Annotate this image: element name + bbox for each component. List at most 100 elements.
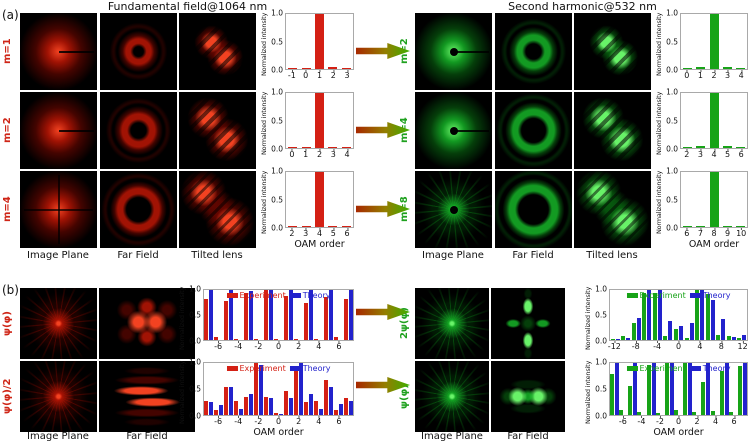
- bar-intensity: [315, 93, 324, 148]
- row-label-a-left-2: m=4: [2, 196, 13, 223]
- legend-label: Experiment: [239, 364, 286, 373]
- y-tick: 0.0: [271, 65, 283, 75]
- bar-theory: [269, 290, 274, 340]
- bar-experiment: [701, 382, 706, 415]
- chart-legend: Experiment Theory: [626, 364, 731, 373]
- bar-chart-b-right-9: Normalized intensity 1.0 0.5 0.0 Experiment T…: [584, 358, 748, 439]
- x-tick: 4: [738, 70, 744, 80]
- bar-theory: [742, 363, 747, 415]
- y-tick: 0.0: [666, 144, 678, 154]
- x-tick: 3: [330, 149, 336, 159]
- bar-experiment: [695, 290, 700, 340]
- legend-swatch: [626, 293, 638, 298]
- bar-experiment: [254, 363, 259, 415]
- x-tick: 5: [725, 149, 731, 159]
- beam-image-b-right-r1-c1: [491, 361, 565, 432]
- title-fundamental-field: Fundamental field@1064 nm: [107, 0, 268, 13]
- bar-theory: [308, 290, 313, 340]
- bar-experiment: [610, 374, 615, 415]
- bar-theory: [710, 300, 715, 340]
- x-tick: 2: [289, 228, 295, 238]
- x-axis-ticks: -12 -8 -4 0 4 8 12: [608, 341, 748, 352]
- bar-intensity: [288, 68, 298, 69]
- y-tick: 0.5: [595, 384, 607, 394]
- legend-item: Theory: [689, 364, 731, 373]
- y-axis-ticks: 1.0 0.5 0.0: [188, 358, 203, 421]
- bar-intensity: [735, 68, 745, 69]
- chart-legend: Experiment Theory: [226, 291, 331, 300]
- bar-experiment: [646, 364, 651, 415]
- x-tick: 0: [684, 70, 690, 80]
- bar-intensity: [328, 225, 338, 227]
- x-tick: 8: [711, 228, 717, 238]
- plot-area: Experiment Theory: [203, 289, 354, 341]
- bar-intensity: [328, 67, 338, 69]
- legend-swatch: [689, 366, 701, 371]
- beam-image-a-left-r0-c0: [20, 13, 97, 90]
- x-tick: 4: [316, 341, 322, 351]
- y-tick: 1.0: [595, 357, 607, 367]
- x-tick: 2: [316, 149, 323, 159]
- x-tick: 2: [296, 341, 302, 351]
- bar-chart-b-left-7: Normalized intensity 1.0 0.5 0.0 Experiment T…: [178, 358, 354, 439]
- bar-experiment: [705, 293, 710, 340]
- bar-theory: [209, 290, 214, 340]
- plot-area: [680, 92, 748, 149]
- bar-intensity: [288, 147, 298, 148]
- legend-label: Theory: [302, 291, 331, 300]
- y-axis-label: Normalized intensity: [655, 170, 663, 235]
- beam-image-b-left-r0-c1: [99, 288, 195, 359]
- bar-theory: [724, 363, 729, 415]
- bar-intensity: [722, 226, 732, 227]
- bar-experiment: [333, 409, 338, 415]
- row-label-b-left-0: ψ(φ): [2, 311, 13, 336]
- bar-experiment: [333, 337, 338, 340]
- x-tick: 0: [675, 416, 682, 426]
- y-axis-label: Normalized intensity: [178, 360, 186, 424]
- bar-experiment: [737, 337, 742, 340]
- bar-intensity: [735, 226, 745, 227]
- x-tick: 4: [697, 341, 703, 351]
- bar-intensity: [722, 145, 732, 148]
- y-tick: 0.5: [271, 116, 283, 125]
- col-label-a-right-1: Far Field: [512, 250, 554, 261]
- chart-legend: Experiment Theory: [626, 291, 731, 300]
- x-tick: 1: [697, 70, 703, 80]
- chart-main: -1 0 1 2 3: [285, 13, 354, 81]
- x-tick: 2: [694, 416, 700, 426]
- x-tick: 2: [330, 70, 336, 80]
- y-tick: 0.5: [595, 310, 607, 320]
- row-label-a-left-0: m=1: [2, 38, 13, 65]
- bar-chart-b-right-8: Normalized intensity 1.0 0.5 0.0 Experiment T…: [584, 285, 748, 353]
- bar-experiment: [254, 339, 259, 340]
- bar-theory: [328, 290, 333, 340]
- bar-theory: [721, 319, 726, 340]
- bar-intensity: [301, 225, 311, 227]
- x-tick: 8: [718, 341, 724, 351]
- bar-theory: [209, 402, 214, 415]
- col-label-a-left-1: Far Field: [117, 250, 159, 261]
- bar-theory: [688, 363, 693, 415]
- bar-experiment: [323, 297, 328, 340]
- x-tick: -4: [234, 416, 243, 426]
- beam-image-a-right-r0-c1: [495, 13, 572, 90]
- chart-main: Experiment Theory -6 -4 -2 0 2 4 6 OAM order: [609, 362, 748, 439]
- bar-experiment: [204, 401, 209, 415]
- bar-experiment: [664, 363, 669, 415]
- y-tick: 0.5: [189, 310, 201, 320]
- x-tick: -4: [234, 341, 243, 351]
- bar-intensity: [696, 146, 706, 148]
- x-tick: 2: [684, 149, 690, 159]
- bar-experiment: [637, 412, 642, 415]
- bar-experiment: [204, 298, 209, 340]
- legend-label: Theory: [702, 291, 731, 300]
- bar-theory: [636, 317, 641, 340]
- row-label-b-right-1: ψ(φ): [399, 384, 410, 409]
- bar-chart-a-left-1: Normalized intensity 1.0 0.5 0.0 0 1 2 3 4: [260, 88, 354, 161]
- x-tick: 4: [711, 149, 717, 159]
- bar-experiment: [692, 412, 697, 415]
- bar-theory: [229, 290, 234, 340]
- x-tick: 0: [675, 341, 682, 351]
